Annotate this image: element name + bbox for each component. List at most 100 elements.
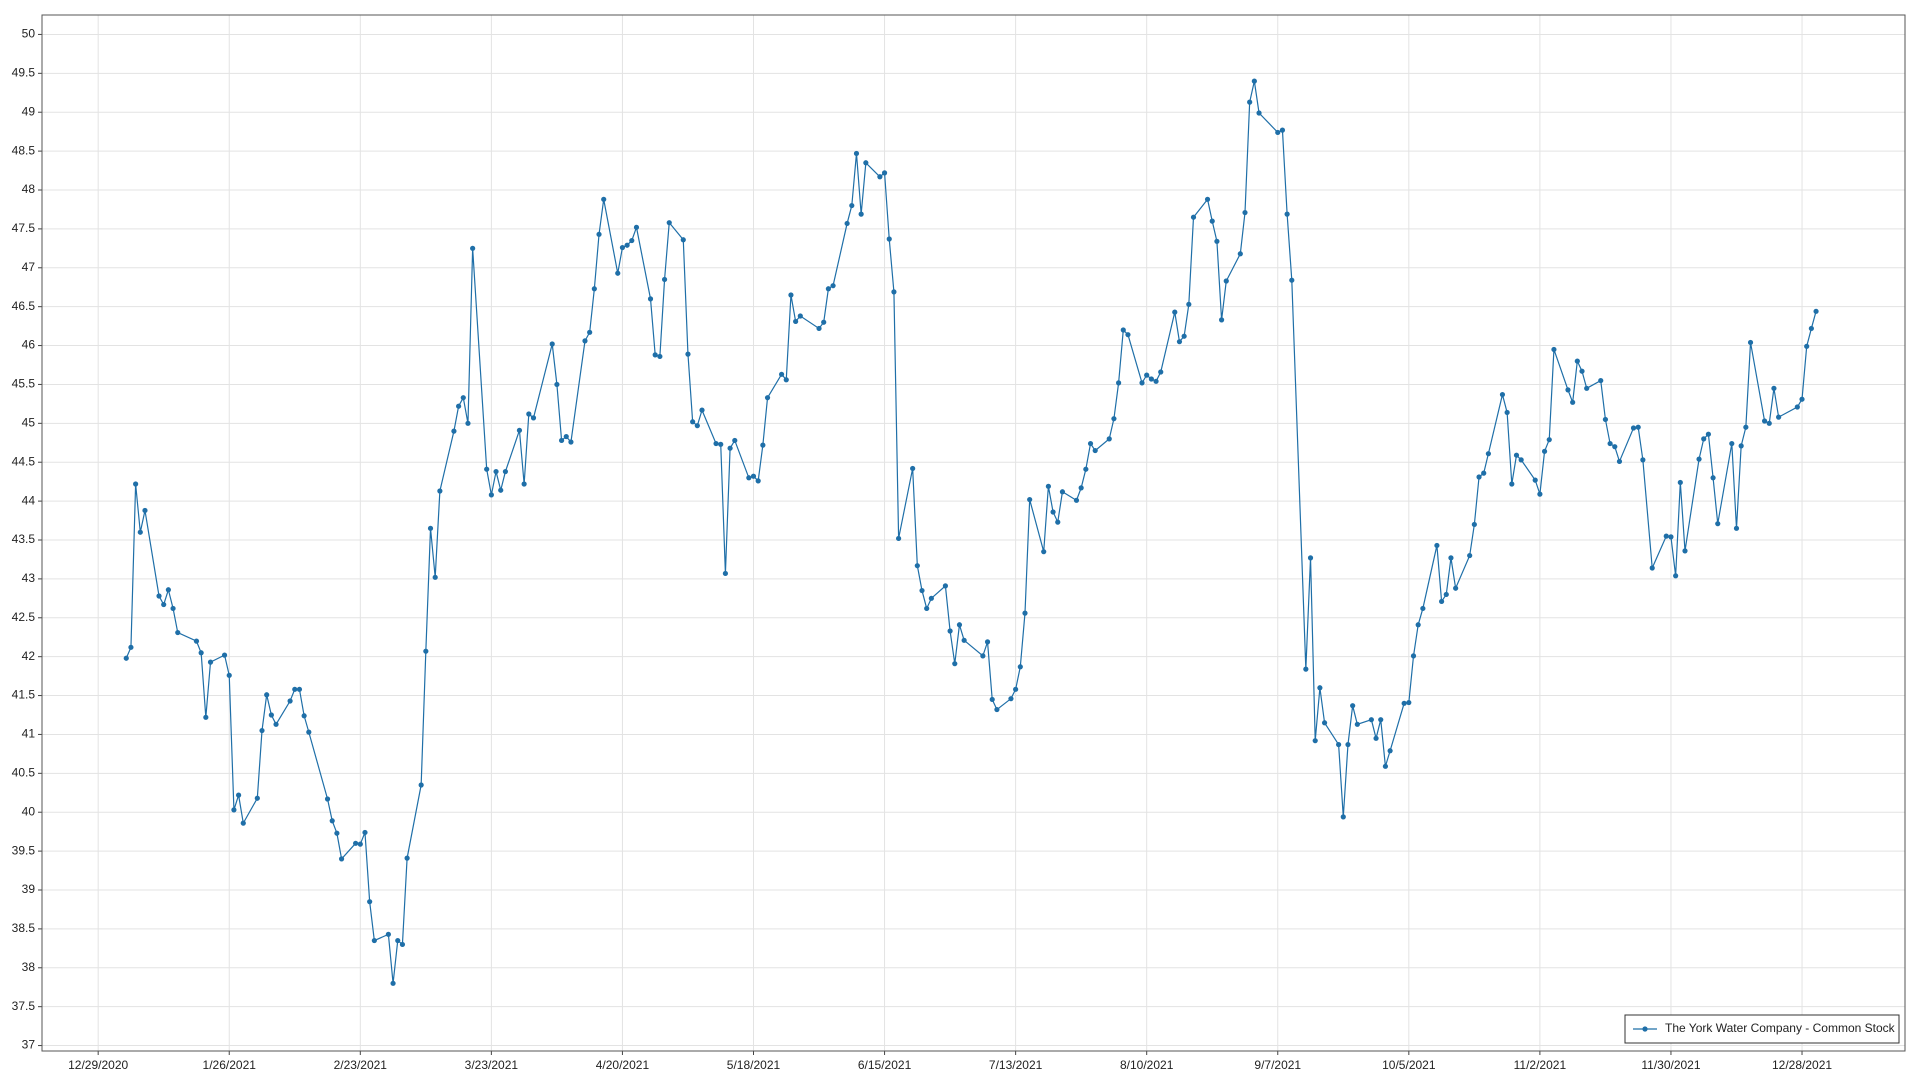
y-tick-label: 49 — [22, 104, 36, 118]
point — [1640, 457, 1646, 463]
y-tick-label: 45.5 — [12, 377, 36, 391]
x-tick-label: 7/13/2021 — [989, 1058, 1043, 1072]
point — [1111, 416, 1117, 422]
point — [924, 605, 930, 612]
point — [1808, 325, 1814, 332]
point — [587, 329, 593, 335]
point — [1087, 440, 1094, 447]
y-tick-label: 45 — [22, 416, 36, 430]
point — [1574, 358, 1580, 364]
point — [287, 698, 293, 704]
point — [1541, 448, 1548, 454]
point — [1504, 409, 1510, 416]
point — [947, 628, 953, 634]
point — [1387, 748, 1393, 754]
point — [1251, 78, 1257, 84]
point — [1284, 211, 1290, 217]
point — [797, 313, 803, 319]
point — [1509, 481, 1515, 487]
point — [1443, 591, 1449, 598]
point — [647, 296, 654, 302]
point — [1354, 721, 1360, 727]
point — [849, 202, 855, 209]
point — [1125, 332, 1131, 338]
x-tick-label: 12/29/2020 — [68, 1058, 128, 1072]
point — [156, 593, 162, 599]
y-tick-label: 42.5 — [12, 610, 36, 624]
point — [1499, 391, 1506, 398]
point — [1738, 443, 1744, 449]
y-tick-label: 46.5 — [12, 299, 36, 313]
point — [390, 980, 396, 986]
x-tick-label: 8/10/2021 — [1120, 1058, 1174, 1072]
point — [844, 220, 850, 227]
point — [1565, 387, 1571, 393]
point — [1799, 396, 1805, 402]
point — [254, 795, 260, 801]
point — [193, 638, 200, 644]
legend-box — [1624, 1014, 1900, 1044]
x-tick-label: 3/23/2021 — [465, 1058, 519, 1072]
point — [1420, 605, 1426, 612]
point — [1598, 377, 1604, 384]
point — [1027, 496, 1033, 503]
point — [357, 841, 363, 847]
point — [1410, 653, 1417, 659]
point — [816, 325, 822, 332]
point — [1415, 622, 1421, 628]
point — [718, 441, 724, 447]
point — [1368, 717, 1374, 723]
y-tick-label: 40 — [22, 804, 36, 818]
x-tick-label: 2/23/2021 — [334, 1058, 388, 1072]
point — [1485, 451, 1491, 457]
grid — [42, 15, 1905, 1051]
point — [830, 283, 836, 289]
point — [437, 488, 443, 494]
plot-frame — [41, 14, 1906, 1052]
point — [1467, 552, 1473, 559]
point — [1481, 470, 1487, 476]
point — [1050, 509, 1056, 515]
legend: The York Water Company - Common Stock — [1624, 1014, 1900, 1044]
point — [1106, 436, 1112, 442]
point — [198, 650, 204, 656]
point — [142, 507, 148, 514]
point — [161, 601, 167, 608]
y-tick-label: 49.5 — [12, 66, 36, 80]
point — [877, 174, 883, 180]
point — [558, 437, 565, 444]
point — [1055, 519, 1061, 525]
x-tick-label: 12/28/2021 — [1772, 1058, 1832, 1072]
y-tick-label: 41.5 — [12, 688, 36, 702]
y-tick-label: 44.5 — [12, 454, 36, 468]
point — [1017, 664, 1023, 670]
point — [465, 420, 471, 426]
point — [1710, 475, 1716, 481]
point — [1312, 738, 1318, 744]
point — [1453, 585, 1459, 591]
point — [1438, 598, 1445, 605]
point — [1218, 317, 1225, 323]
point — [633, 224, 640, 230]
point — [399, 941, 406, 948]
point — [1532, 477, 1538, 483]
y-tick-label: 50 — [22, 27, 36, 41]
point — [133, 481, 139, 487]
point — [713, 440, 719, 447]
point — [1120, 327, 1126, 333]
legend-label: The York Water Company - Common Stock — [1665, 1021, 1896, 1035]
point — [324, 796, 331, 802]
point — [226, 672, 232, 678]
point — [1148, 376, 1154, 382]
point — [755, 478, 761, 484]
point — [175, 629, 181, 636]
point — [521, 481, 527, 487]
y-tick-label: 38 — [22, 960, 36, 974]
point — [1172, 309, 1178, 315]
point — [385, 931, 391, 937]
point — [1696, 456, 1702, 462]
point — [1190, 214, 1197, 220]
point — [1551, 346, 1557, 353]
point — [1701, 436, 1707, 442]
point — [788, 292, 794, 298]
